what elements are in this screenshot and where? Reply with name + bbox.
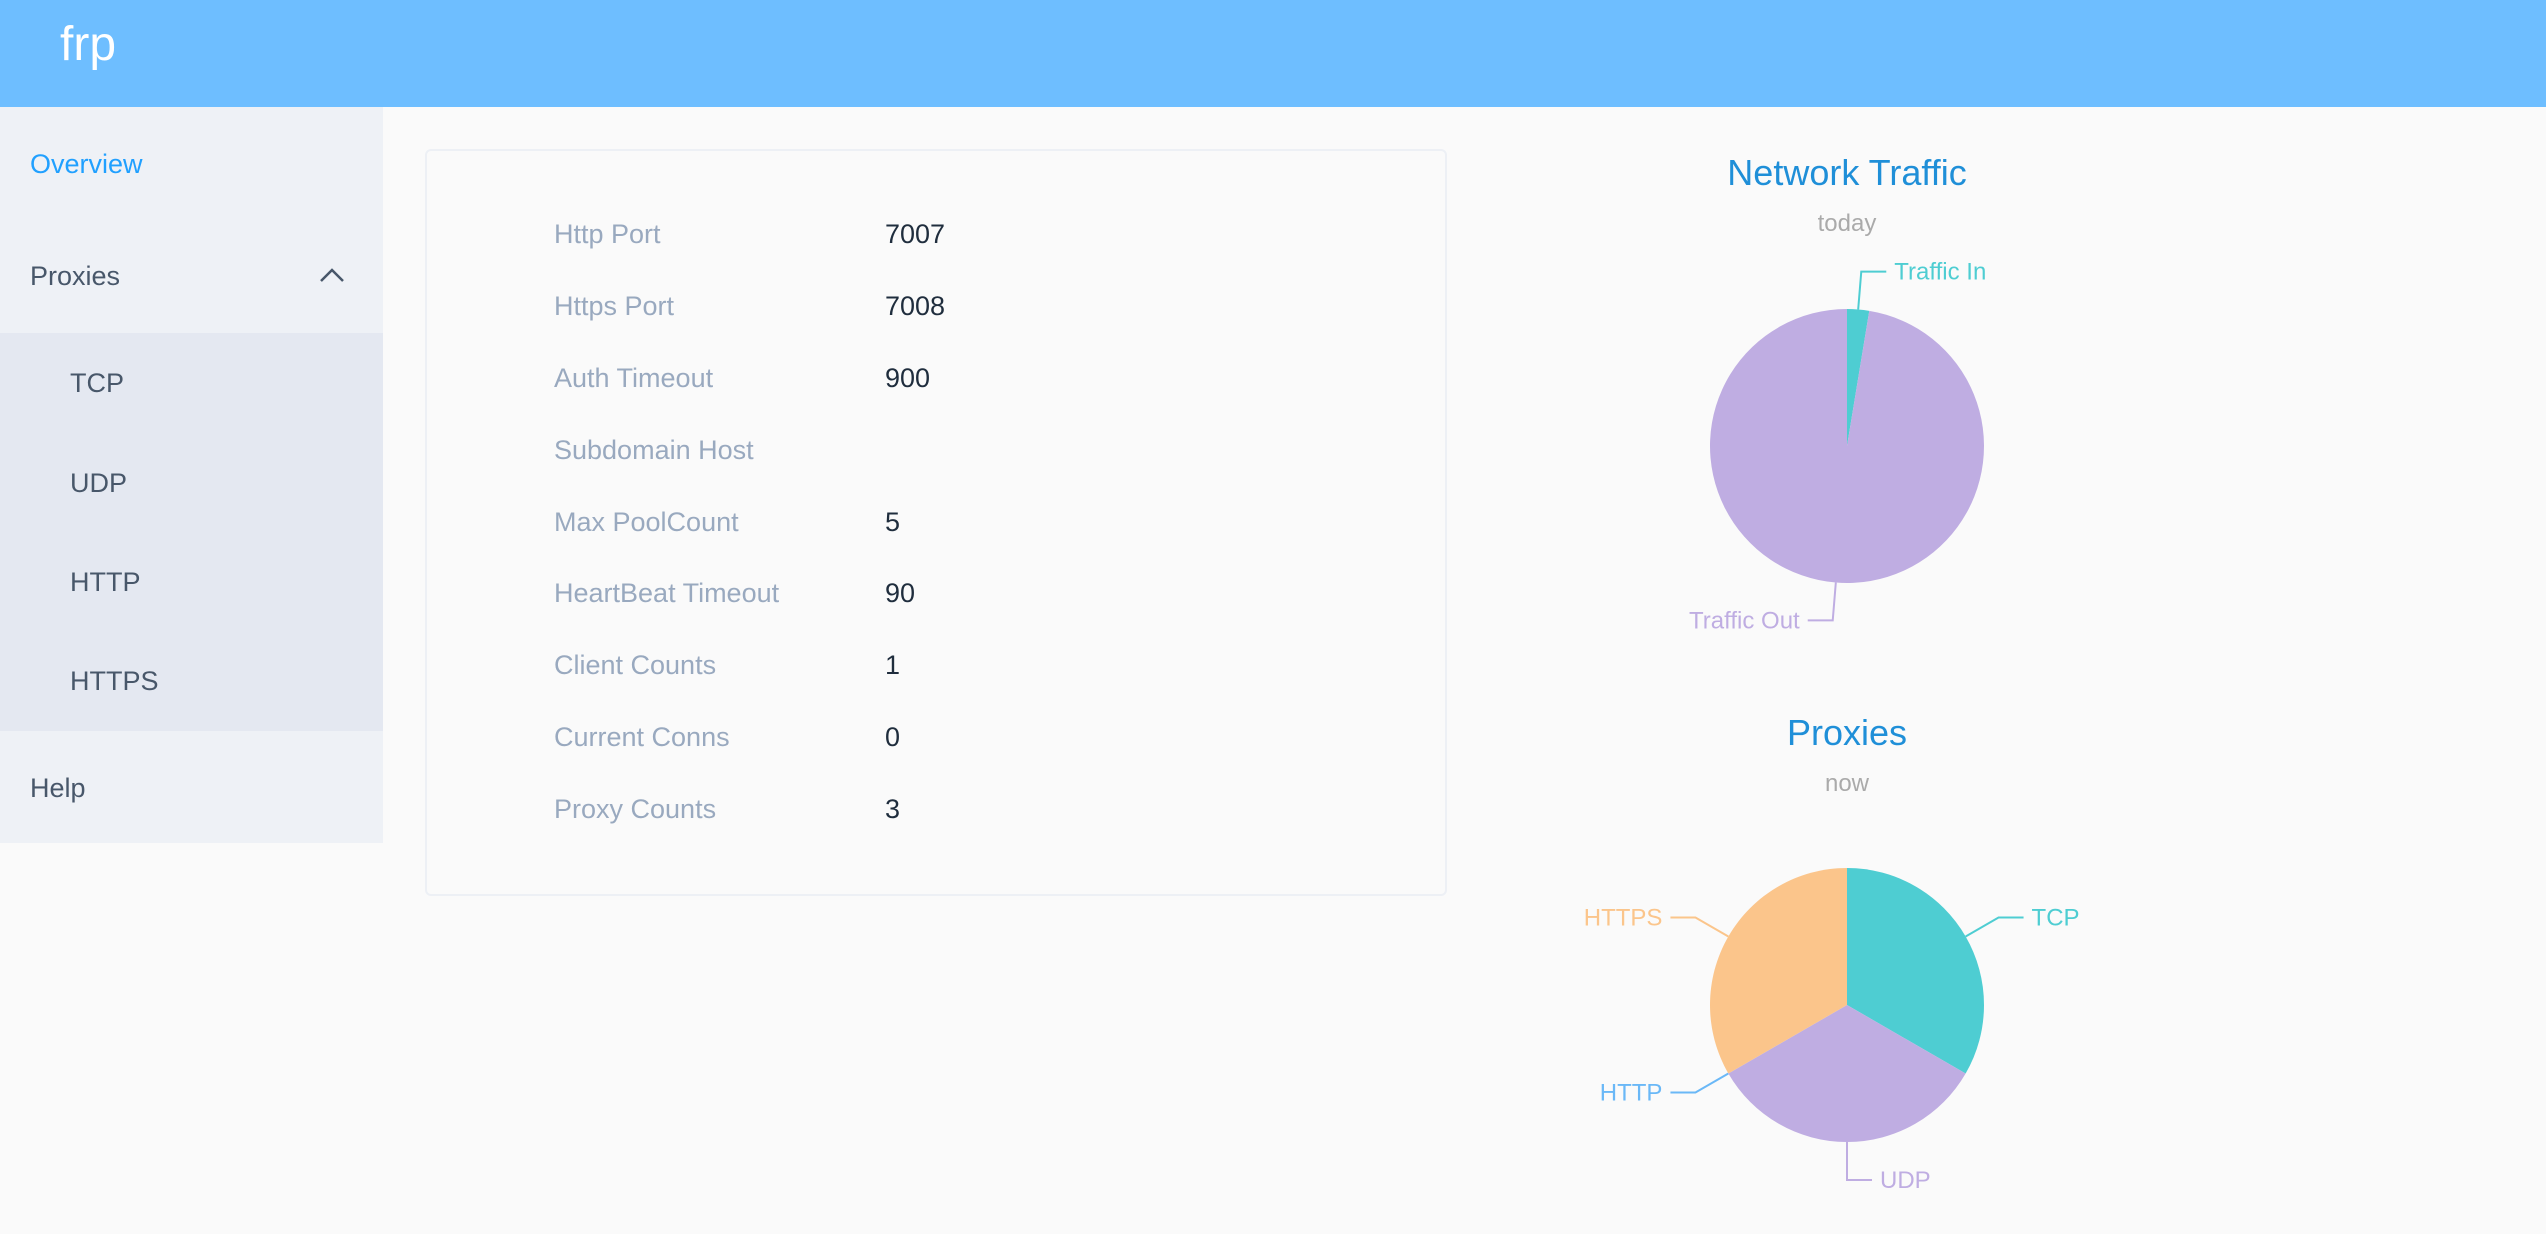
sidebar-item-label: UDP — [70, 467, 128, 498]
pie-label-udp: UDP — [1880, 1167, 1931, 1194]
pie-label-https: HTTPS — [1584, 905, 1663, 932]
sidebar-item-udp[interactable]: UDP — [0, 433, 383, 533]
sidebar-item-https[interactable]: HTTPS — [0, 631, 383, 731]
info-row-subdomain-host: Subdomain Host — [427, 425, 1445, 475]
traffic-chart-subtitle: today — [1817, 210, 1877, 237]
info-label: HeartBeat Timeout — [554, 578, 780, 608]
pie-label-traffic-out: Traffic Out — [1689, 607, 1800, 634]
leader-line-traffic-in — [1857, 270, 1887, 310]
proxies-chart-subtitle: now — [1824, 770, 1870, 797]
info-label: Proxy Counts — [554, 794, 717, 824]
pie-label-tcp: TCP — [2032, 905, 2080, 932]
info-value: 5 — [885, 507, 901, 537]
leader-line-http — [1670, 1072, 1729, 1094]
leader-line-traffic-out — [1807, 582, 1837, 622]
info-value: 90 — [885, 578, 916, 608]
leader-line-udp — [1846, 1142, 1872, 1181]
server-info-card: Http Port 7007 Https Port 7008 Auth Timeou… — [425, 149, 1447, 896]
info-value: 1 — [885, 650, 901, 680]
pie-label-http: HTTP — [1600, 1080, 1663, 1107]
info-label: Max PoolCount — [554, 507, 739, 537]
sidebar-item-label: TCP — [70, 367, 124, 398]
sidebar: Overview Proxies TCP UDP HTTP HTTPS Help — [0, 107, 383, 843]
leader-line-tcp — [1965, 916, 2024, 938]
pie-label-traffic-in: Traffic In — [1894, 259, 1986, 286]
sidebar-item-label: Help — [30, 772, 86, 803]
info-label: Subdomain Host — [554, 435, 754, 465]
pie-slice-traffic-in[interactable] — [1847, 309, 1870, 446]
info-row-proxy-counts: Proxy Counts 3 — [427, 784, 1445, 834]
sidebar-item-http[interactable]: HTTP — [0, 532, 383, 632]
info-value: 3 — [885, 794, 901, 824]
info-row-heartbeat-timeout: HeartBeat Timeout 90 — [427, 568, 1445, 618]
pie-slice-udp[interactable] — [1728, 1005, 1966, 1142]
app-logo[interactable]: frp — [60, 18, 117, 71]
proxies-submenu: TCP UDP HTTP HTTPS — [0, 333, 383, 731]
info-label: Auth Timeout — [554, 363, 714, 393]
info-label: Current Conns — [554, 722, 730, 752]
sidebar-item-label: HTTPS — [70, 665, 159, 696]
sidebar-item-overview[interactable]: Overview — [0, 114, 383, 214]
sidebar-item-label: Overview — [30, 148, 143, 179]
info-value: 7007 — [885, 219, 946, 249]
info-label: Http Port — [554, 219, 661, 249]
sidebar-item-tcp[interactable]: TCP — [0, 333, 383, 433]
sidebar-item-label: HTTP — [70, 566, 141, 597]
leader-line-https — [1670, 916, 1729, 938]
info-value: 7008 — [885, 291, 946, 321]
info-value: 0 — [885, 722, 901, 752]
info-row-auth-timeout: Auth Timeout 900 — [427, 353, 1445, 403]
chevron-up-icon[interactable] — [318, 262, 346, 290]
pie-slice-traffic-out[interactable] — [1709, 308, 1984, 583]
info-row-http-port: Http Port 7007 — [427, 209, 1445, 259]
top-header: frp — [0, 0, 2546, 107]
proxies-chart-title: Proxies — [1786, 712, 1908, 753]
traffic-chart-title: Network Traffic — [1727, 152, 1967, 193]
pie-slice-tcp[interactable] — [1847, 868, 1985, 1074]
sidebar-item-proxies[interactable]: Proxies — [0, 226, 383, 326]
info-label: Client Counts — [554, 650, 717, 680]
info-row-max-poolcount: Max PoolCount 5 — [427, 497, 1445, 547]
sidebar-item-label: Proxies — [30, 260, 121, 291]
sidebar-item-help[interactable]: Help — [0, 738, 383, 838]
info-row-current-conns: Current Conns 0 — [427, 712, 1445, 762]
info-row-https-port: Https Port 7008 — [427, 281, 1445, 331]
info-label: Https Port — [554, 291, 675, 321]
info-value: 900 — [885, 363, 931, 393]
info-row-client-counts: Client Counts 1 — [427, 640, 1445, 690]
pie-slice-https[interactable] — [1709, 868, 1847, 1074]
